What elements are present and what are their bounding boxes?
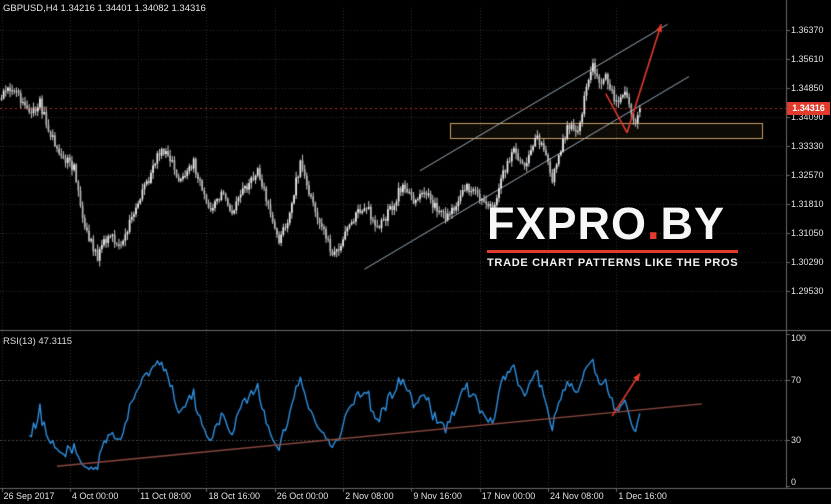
logo-tld: BY: [660, 198, 726, 249]
rsi-indicator-label: RSI(13) 47.3115: [3, 336, 73, 347]
logo-underline: [487, 250, 739, 253]
chart-symbol-header: GBPUSD,H4 1.34216 1.34401 1.34082 1.3431…: [3, 3, 206, 14]
price-tick-label: 1.31050: [791, 228, 824, 238]
logo-brand: FXPRO: [487, 198, 648, 249]
time-tick-label: 26 Sep 2017: [3, 491, 55, 501]
time-tick-label: 4 Oct 00:00: [71, 491, 119, 501]
rsi-tick-label: 0: [791, 477, 797, 487]
fxpro-watermark: FXPRO.BY TRADE CHART PATTERNS LIKE THE P…: [487, 200, 739, 269]
price-tick-label: 1.34850: [791, 83, 824, 93]
price-tick-label: 1.33330: [791, 141, 824, 151]
time-tick-label: 2 Nov 08:00: [345, 491, 394, 501]
time-tick-label: 11 Oct 08:00: [140, 491, 191, 501]
logo-tagline: TRADE CHART PATTERNS LIKE THE PROS: [487, 257, 739, 269]
rsi-tick-label: 70: [791, 374, 802, 385]
price-tick-label: 1.29530: [791, 286, 824, 296]
time-tick-label: 1 Dec 16:00: [618, 491, 667, 501]
time-tick-label: 17 Nov 00:00: [481, 491, 536, 501]
price-tick-label: 1.30290: [791, 257, 824, 267]
price-tick-label: 1.31810: [791, 199, 824, 209]
price-tick-label: 1.36370: [791, 25, 824, 35]
rsi-tick-label: 30: [791, 435, 802, 446]
time-tick-label: 24 Nov 08:00: [550, 491, 604, 501]
time-tick-label: 26 Oct 00:00: [276, 491, 329, 501]
fxpro-logo: FXPRO.BY: [487, 200, 738, 248]
price-tick-label: 1.32570: [791, 170, 824, 180]
time-tick-label: 9 Nov 16:00: [413, 491, 462, 501]
price-tick-label: 1.35610: [791, 54, 824, 64]
rsi-tick-label: 100: [791, 333, 807, 343]
current-price-tag: 1.34316: [787, 101, 830, 115]
price-tick-label: 1.34090: [791, 112, 824, 122]
logo-dot: .: [647, 198, 661, 249]
time-tick-label: 18 Oct 16:00: [208, 491, 260, 501]
